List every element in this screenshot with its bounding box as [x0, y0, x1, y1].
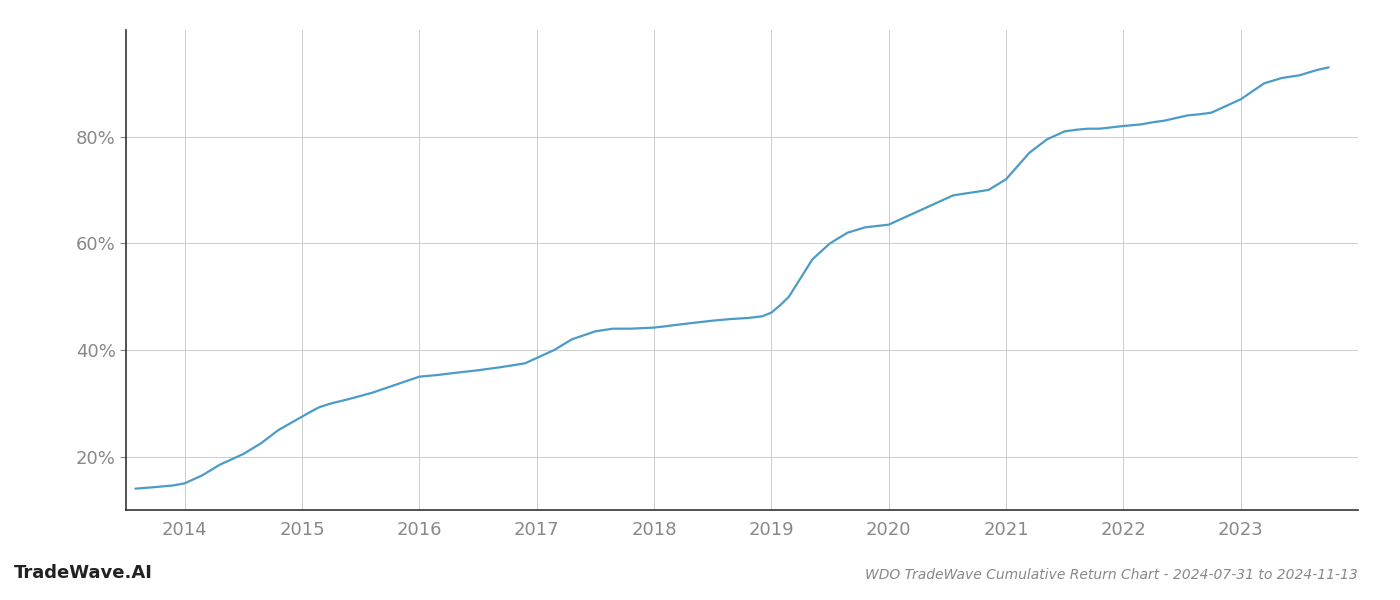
- Text: WDO TradeWave Cumulative Return Chart - 2024-07-31 to 2024-11-13: WDO TradeWave Cumulative Return Chart - …: [865, 568, 1358, 582]
- Text: TradeWave.AI: TradeWave.AI: [14, 564, 153, 582]
